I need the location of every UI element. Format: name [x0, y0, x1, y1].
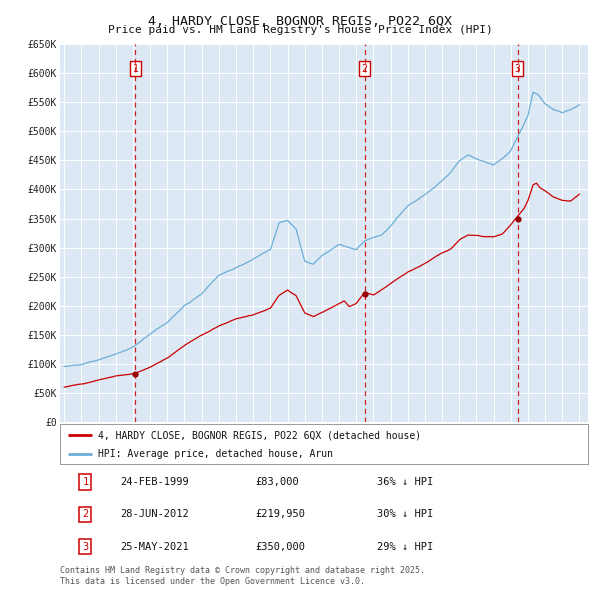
Text: 3: 3 — [515, 64, 521, 74]
Text: £219,950: £219,950 — [256, 510, 305, 519]
Text: 24-FEB-1999: 24-FEB-1999 — [121, 477, 190, 487]
Text: 30% ↓ HPI: 30% ↓ HPI — [377, 510, 433, 519]
Text: 3: 3 — [82, 542, 88, 552]
Text: 4, HARDY CLOSE, BOGNOR REGIS, PO22 6QX: 4, HARDY CLOSE, BOGNOR REGIS, PO22 6QX — [148, 15, 452, 28]
Text: 1: 1 — [133, 64, 139, 74]
Text: 1: 1 — [82, 477, 88, 487]
Text: 29% ↓ HPI: 29% ↓ HPI — [377, 542, 433, 552]
Text: £350,000: £350,000 — [256, 542, 305, 552]
Text: 2: 2 — [82, 510, 88, 519]
Text: Contains HM Land Registry data © Crown copyright and database right 2025.
This d: Contains HM Land Registry data © Crown c… — [60, 566, 425, 586]
Text: 2: 2 — [362, 64, 368, 74]
Text: 25-MAY-2021: 25-MAY-2021 — [121, 542, 190, 552]
Text: 28-JUN-2012: 28-JUN-2012 — [121, 510, 190, 519]
Text: £83,000: £83,000 — [256, 477, 299, 487]
Text: HPI: Average price, detached house, Arun: HPI: Average price, detached house, Arun — [98, 450, 333, 459]
Text: Price paid vs. HM Land Registry's House Price Index (HPI): Price paid vs. HM Land Registry's House … — [107, 25, 493, 35]
Text: 36% ↓ HPI: 36% ↓ HPI — [377, 477, 433, 487]
Text: 4, HARDY CLOSE, BOGNOR REGIS, PO22 6QX (detached house): 4, HARDY CLOSE, BOGNOR REGIS, PO22 6QX (… — [98, 430, 421, 440]
